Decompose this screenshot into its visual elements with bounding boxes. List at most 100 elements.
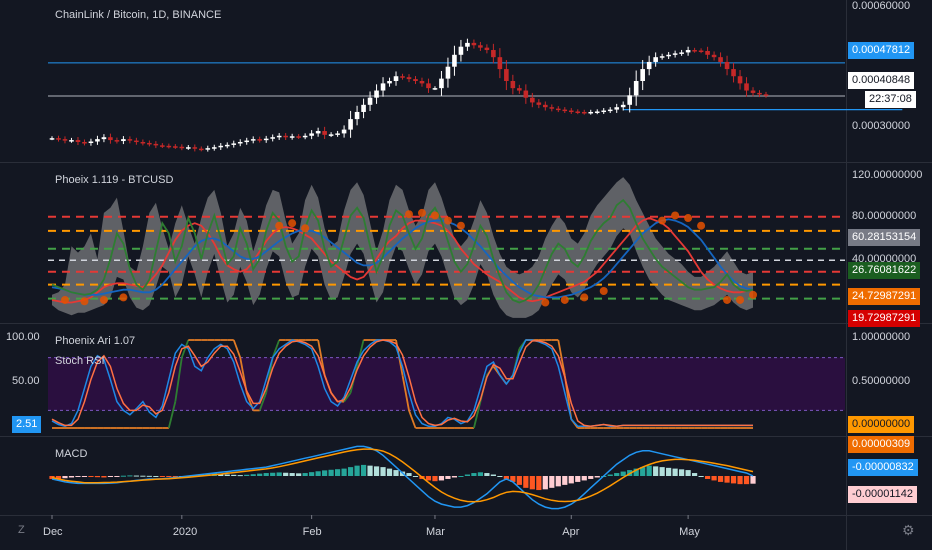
phoeix-signal-dot [580, 293, 589, 302]
time-axis-label: Mar [425, 526, 445, 538]
price-chart-title: ChainLink / Bitcoin, 1D, BINANCE [55, 9, 222, 21]
macd-histogram-bar [140, 475, 146, 477]
candle-body [101, 137, 107, 140]
candle-body [757, 92, 762, 95]
macd-histogram-bar [458, 476, 464, 477]
macd-histogram-bar [432, 476, 438, 482]
time-axis-label: Dec [43, 526, 63, 538]
candle-body [646, 61, 652, 70]
macd-histogram-bar [471, 473, 477, 476]
macd-histogram-bar [270, 472, 276, 476]
phoeix-signal-dot [723, 295, 732, 304]
candle-body [413, 79, 418, 81]
phoeix-signal-dot [658, 216, 667, 225]
candle-body [653, 57, 658, 62]
candle-body [198, 148, 204, 151]
stoch-rsi-title: Stoch RSI [55, 355, 105, 367]
candle-body [491, 50, 496, 58]
candle-body [679, 52, 684, 54]
candle-body [685, 50, 691, 53]
candle-body [250, 139, 256, 141]
phoeix-signal-dot [60, 295, 69, 304]
phoeix-signal-dot [541, 298, 550, 307]
stoch-step-segment [232, 339, 242, 358]
stoch-step-segment [258, 392, 268, 411]
candle-body [568, 110, 574, 113]
candle-body [744, 83, 749, 91]
macd-histogram-bar [698, 476, 704, 477]
macd-histogram-bar [750, 476, 756, 484]
candle-body [594, 111, 600, 113]
macd-histogram-bar [263, 473, 269, 476]
macd-histogram-bar [497, 476, 503, 477]
candle-body [173, 146, 178, 148]
macd-histogram-bar [445, 476, 451, 479]
macd-histogram-bar [692, 473, 698, 476]
candle-body [69, 140, 74, 142]
macd-histogram-bar [94, 476, 101, 478]
stoch-tick-label: 0.50000000 [852, 375, 911, 387]
phoeix-signal-dot [119, 293, 128, 302]
macd-histogram-bar [464, 474, 471, 476]
macd-histogram-bar [159, 476, 165, 477]
candle-body [705, 50, 710, 55]
macd-tag-macd: -0.00000832 [848, 459, 918, 476]
candle-body [633, 81, 639, 96]
stoch-step-segment [356, 339, 365, 367]
macd-histogram-bar [555, 476, 561, 487]
candle-body [543, 104, 548, 108]
phoeix-tag-red: 19.72987291 [848, 310, 921, 327]
phoeix-series-2 [51, 198, 754, 304]
macd-histogram-bar [360, 464, 367, 476]
candle-body [724, 61, 730, 70]
macd-histogram-bar [581, 476, 587, 481]
macd-histogram-bar [672, 468, 678, 476]
candle-body [289, 136, 295, 138]
macd-histogram-bar [477, 472, 483, 476]
macd-histogram-bar [425, 476, 432, 481]
candle-body [426, 83, 431, 89]
price-tag-last-time: 22:37:08 [864, 90, 917, 109]
macd-histogram-bar [568, 476, 574, 484]
candle-body [530, 97, 535, 103]
candle-body [140, 141, 146, 144]
macd-signal-line [51, 448, 754, 503]
macd-histogram-bar [49, 476, 55, 479]
price-tick-label: 0.00030000 [852, 120, 911, 132]
candle-body [257, 139, 263, 141]
macd-histogram-bar [257, 473, 263, 476]
phoeix-signal-dot [443, 216, 452, 225]
candle-body [497, 57, 503, 70]
phoeix-signal-dot [417, 208, 426, 217]
candle-body [601, 110, 607, 113]
macd-histogram-bar [250, 474, 256, 476]
stoch-tick-label: 1.00000000 [852, 331, 911, 343]
phoeix-signal-dot [599, 287, 608, 295]
macd-histogram-bar [743, 476, 750, 485]
macd-histogram-bar [120, 475, 126, 477]
settings-gear-icon[interactable]: ⚙ [902, 522, 915, 538]
candle-body [134, 140, 139, 143]
macd-histogram-bar [231, 474, 237, 476]
macd-histogram-bar [107, 476, 114, 477]
macd-histogram-bar [510, 476, 516, 482]
macd-histogram-bar [367, 465, 373, 476]
macd-histogram-bar [373, 466, 380, 476]
macd-histogram-bar [704, 476, 711, 479]
macd-histogram-bar [562, 476, 568, 485]
macd-histogram-bar [218, 473, 224, 476]
macd-title: MACD [55, 448, 88, 460]
stoch-left-tick-label: 50.00 [12, 375, 40, 387]
macd-histogram-bar [490, 474, 496, 476]
candle-body [484, 47, 490, 51]
macd-histogram-bar [244, 474, 250, 476]
candle-body [114, 140, 120, 142]
macd-histogram-bar [224, 474, 230, 476]
macd-histogram-bar [237, 475, 243, 477]
phoeix-grey-band [52, 177, 753, 318]
macd-histogram-bar [328, 469, 334, 476]
candle-body [718, 57, 723, 62]
macd-histogram-bar [549, 476, 555, 488]
zoom-reset-button[interactable]: Z [18, 524, 25, 536]
